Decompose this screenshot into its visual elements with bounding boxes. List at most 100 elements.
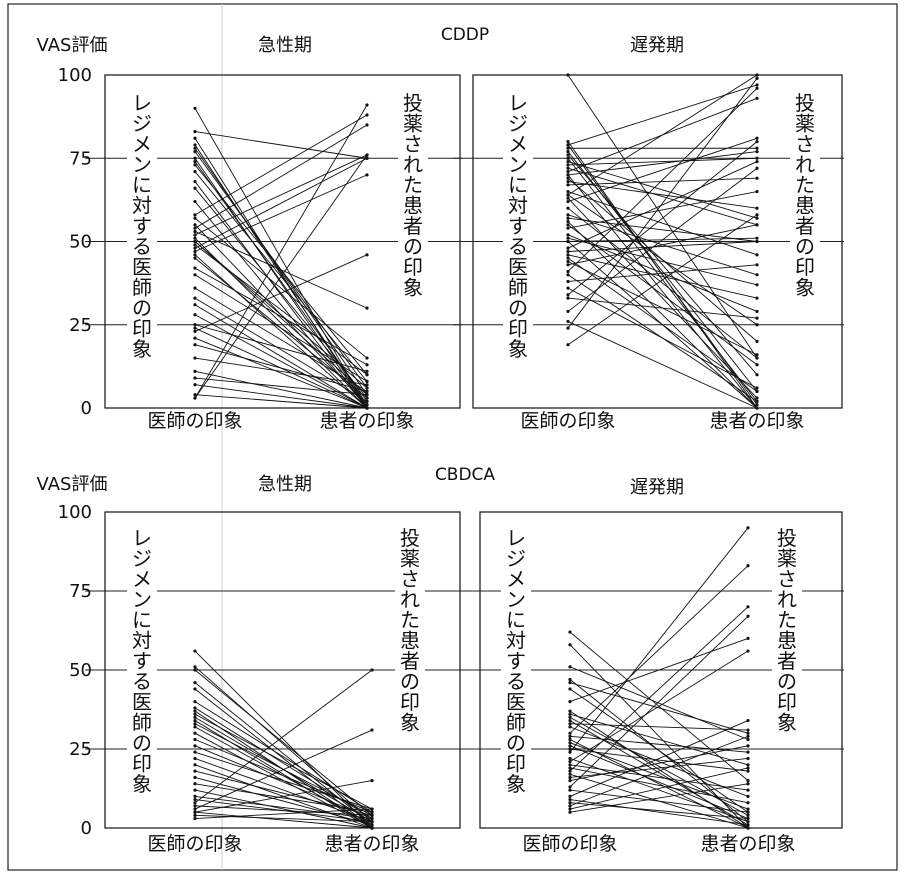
pair-line-31 (569, 720, 749, 797)
patient-point-31 (365, 399, 369, 403)
plot-box (472, 74, 843, 409)
pair-line-27 (194, 805, 373, 816)
patient-point-19 (755, 73, 759, 77)
physician-point-32 (193, 303, 197, 307)
physician-point-21 (566, 196, 570, 200)
physician-point-1 (193, 106, 197, 110)
physician-point-8 (568, 709, 572, 713)
physician-point-6 (193, 700, 197, 704)
pair-line-24 (194, 157, 368, 249)
patient-point-15 (755, 339, 759, 343)
physician-point-17 (568, 741, 572, 745)
pair-line-10 (569, 717, 749, 816)
pair-line-14 (194, 114, 368, 216)
physician-point-43 (566, 293, 570, 297)
pair-line-44 (194, 104, 368, 399)
physician-point-34 (193, 323, 197, 327)
patient-point-21 (365, 386, 369, 390)
pair-line-11 (194, 720, 373, 829)
physician-point-14 (193, 213, 197, 217)
physician-point-26 (568, 772, 572, 776)
patient-point-18 (365, 306, 369, 310)
physician-point-22 (193, 239, 197, 244)
pair-line-35 (569, 767, 749, 810)
patient-point-29 (755, 309, 759, 314)
x-category-patient: 患者の印象 (709, 410, 804, 432)
physician-point-27 (566, 223, 570, 227)
patient-point-20 (746, 526, 750, 530)
patient-point-26 (370, 668, 374, 672)
pair-line-5 (194, 688, 373, 829)
patient-point-35 (746, 766, 750, 770)
pair-line-44 (567, 297, 758, 319)
label-backdrop (127, 92, 157, 367)
physician-point-38 (566, 263, 570, 267)
physician-point-14 (568, 731, 572, 735)
physician-impression-vertical-label: レジメンに対する医師の印象 (508, 91, 528, 361)
physician-point-37 (566, 259, 570, 264)
x-category-patient: 患者の印象 (700, 833, 795, 855)
pair-line-26 (194, 669, 373, 804)
pair-line-47 (567, 78, 758, 329)
physician-point-1 (568, 630, 572, 634)
patient-point-25 (365, 173, 369, 177)
physician-point-15 (566, 176, 570, 180)
phase-subtitle: 遅発期 (630, 477, 684, 498)
label-backdrop (790, 92, 820, 305)
patient-point-27 (746, 756, 750, 761)
patient-point-12 (746, 728, 750, 732)
physician-point-24 (193, 794, 197, 799)
patient-point-45 (755, 166, 759, 170)
pair-line-39 (194, 357, 368, 386)
x-category-physician: 医師の印象 (520, 410, 615, 432)
pair-line-23 (567, 207, 758, 359)
physician-point-18 (193, 756, 197, 761)
physician-point-27 (193, 256, 197, 260)
pair-line-1 (567, 74, 758, 359)
patient-point-20 (755, 323, 759, 327)
pair-line-16 (569, 739, 749, 829)
patient-point-17 (746, 807, 750, 811)
physician-point-34 (568, 804, 572, 808)
patient-point-9 (746, 763, 750, 767)
physician-point-30 (193, 286, 197, 290)
patient-point-31 (370, 820, 374, 824)
pair-line-21 (567, 197, 758, 399)
pair-line-7 (567, 154, 758, 375)
physician-point-1 (193, 649, 197, 653)
pair-line-31 (194, 814, 373, 823)
physician-point-43 (193, 393, 197, 397)
patient-point-18 (755, 253, 759, 257)
patient-point-34 (755, 239, 759, 244)
patient-point-21 (746, 820, 750, 824)
physician-point-12 (566, 169, 570, 174)
pair-line-18 (194, 231, 368, 309)
physician-point-17 (193, 750, 197, 754)
physician-point-19 (568, 747, 572, 751)
pair-line-4 (194, 682, 373, 826)
pair-line-22 (194, 783, 373, 813)
pair-line-32 (194, 304, 368, 409)
pair-line-19 (569, 748, 749, 772)
pair-line-19 (194, 154, 368, 236)
patient-impression-vertical-label: 投薬された患者の印象 (777, 526, 797, 735)
pair-line-6 (194, 701, 373, 813)
pair-line-30 (567, 237, 758, 286)
physician-point-12 (568, 722, 572, 726)
physician-point-26 (193, 253, 197, 257)
physician-point-16 (193, 744, 197, 748)
pair-line-31 (194, 297, 368, 402)
physician-point-21 (568, 756, 572, 761)
patient-point-17 (755, 176, 759, 180)
pair-line-48 (567, 214, 758, 346)
patient-point-36 (746, 782, 750, 786)
physician-point-23 (566, 206, 570, 210)
physician-point-2 (193, 665, 197, 669)
pair-line-43 (567, 141, 758, 296)
physician-point-30 (193, 810, 197, 814)
physician-point-3 (193, 136, 197, 140)
patient-point-4 (755, 83, 759, 87)
x-category-physician: 医師の印象 (522, 833, 617, 855)
physician-point-8 (193, 159, 197, 164)
